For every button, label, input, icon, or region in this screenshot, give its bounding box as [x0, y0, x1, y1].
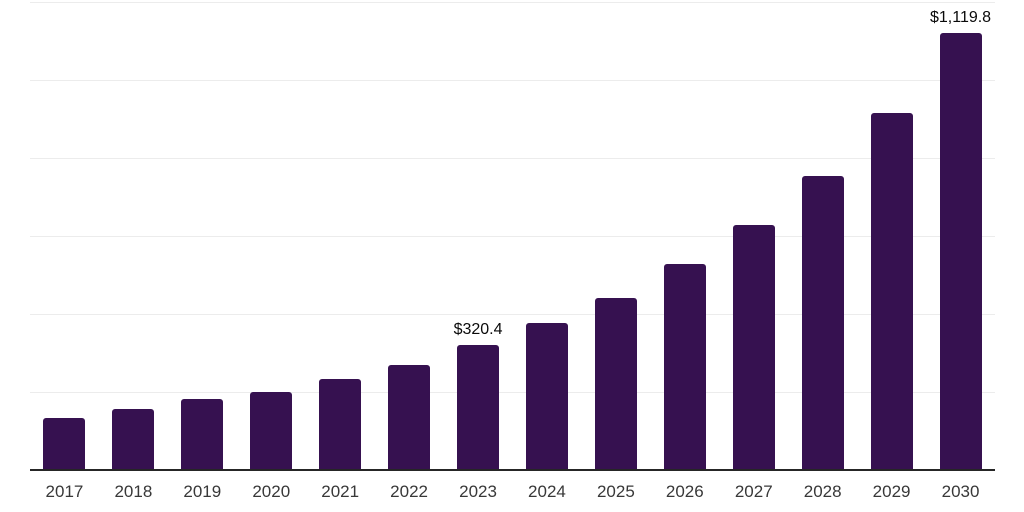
bar-2026: [663, 264, 706, 470]
x-tick-label-2027: 2027: [734, 482, 773, 501]
gridline-1000: [30, 80, 995, 81]
plot-area: $320.4 $1,119.8: [30, 2, 995, 470]
gridline-400: [30, 314, 995, 315]
bar-value-label-2030: $1,119.8: [929, 9, 992, 27]
gridline-800: [30, 158, 995, 159]
bar-2023: [457, 345, 500, 470]
x-tick-label-2025: 2025: [596, 482, 635, 501]
bar-2020: [250, 391, 293, 470]
bar-2030: [939, 33, 982, 470]
x-tick-label-2024: 2024: [528, 482, 566, 501]
x-tick-label-2018: 2018: [114, 482, 153, 501]
bar-2017: [43, 418, 86, 470]
x-tick-label-2028: 2028: [803, 482, 842, 501]
bar-2029: [870, 112, 913, 470]
x-tick-label-2017: 2017: [45, 482, 84, 501]
x-tick-label-2029: 2029: [872, 482, 911, 501]
bar-2021: [319, 379, 362, 470]
x-tick-label-2022: 2022: [390, 482, 429, 501]
bar-2028: [801, 175, 844, 470]
bar-2022: [388, 364, 431, 470]
gridline-600: [30, 236, 995, 237]
x-tick-label-2021: 2021: [321, 482, 360, 501]
bar-2019: [181, 399, 224, 470]
x-tick-label-2026: 2026: [665, 482, 704, 501]
x-axis-labels: 2017 2018 2019 2020 2021 2022 2023 2024 2025 2026…: [30, 471, 995, 512]
x-axis-line: [30, 469, 995, 471]
x-tick-label-2023: 2023: [459, 482, 497, 501]
x-tick-label-2019: 2019: [183, 482, 222, 501]
bar-2018: [112, 409, 155, 470]
bar-2025: [594, 297, 637, 470]
gridline-1200: [30, 2, 995, 3]
bar-2027: [732, 224, 775, 470]
x-tick-label-2030: 2030: [941, 482, 980, 501]
gridline-200: [30, 392, 995, 393]
x-tick-label-2020: 2020: [252, 482, 291, 501]
bar-value-label-2023: $320.4: [453, 321, 503, 339]
bar-2024: [525, 322, 568, 470]
